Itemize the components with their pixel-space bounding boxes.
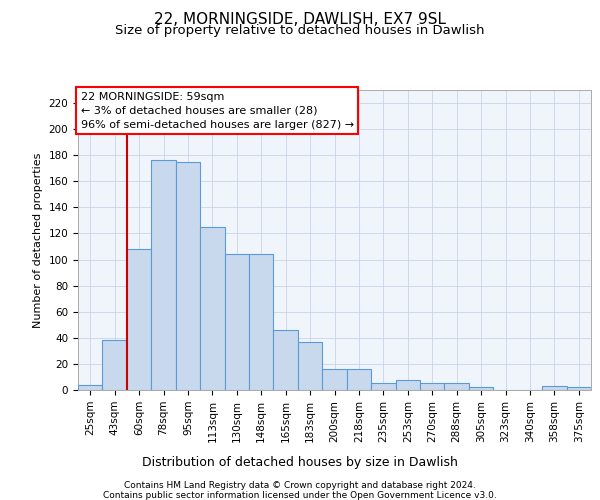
Bar [103, 340, 127, 390]
Text: 22, MORNINGSIDE, DAWLISH, EX7 9SL: 22, MORNINGSIDE, DAWLISH, EX7 9SL [154, 12, 446, 28]
Text: Distribution of detached houses by size in Dawlish: Distribution of detached houses by size … [142, 456, 458, 469]
Bar [347, 369, 371, 390]
Bar [395, 380, 420, 390]
Text: 22 MORNINGSIDE: 59sqm
← 3% of detached houses are smaller (28)
96% of semi-detac: 22 MORNINGSIDE: 59sqm ← 3% of detached h… [80, 92, 353, 130]
Text: Contains public sector information licensed under the Open Government Licence v3: Contains public sector information licen… [103, 490, 497, 500]
Y-axis label: Number of detached properties: Number of detached properties [33, 152, 43, 328]
Bar [542, 386, 566, 390]
Bar [445, 384, 469, 390]
Text: Contains HM Land Registry data © Crown copyright and database right 2024.: Contains HM Land Registry data © Crown c… [124, 480, 476, 490]
Bar [224, 254, 249, 390]
Bar [469, 388, 493, 390]
Bar [274, 330, 298, 390]
Bar [566, 388, 591, 390]
Bar [322, 369, 347, 390]
Bar [249, 254, 274, 390]
Text: Size of property relative to detached houses in Dawlish: Size of property relative to detached ho… [115, 24, 485, 37]
Bar [127, 249, 151, 390]
Bar [200, 227, 224, 390]
Bar [371, 384, 395, 390]
Bar [176, 162, 200, 390]
Bar [420, 384, 445, 390]
Bar [151, 160, 176, 390]
Bar [78, 385, 103, 390]
Bar [298, 342, 322, 390]
